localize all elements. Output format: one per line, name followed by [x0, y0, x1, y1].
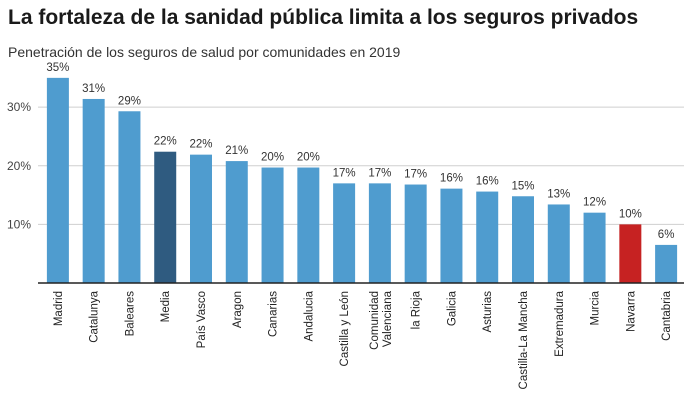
category-label: Canarias	[268, 291, 280, 337]
category-label: la Rioja	[411, 290, 423, 329]
bar	[583, 212, 606, 283]
value-label: 12%	[583, 197, 606, 209]
category-label: Extremadura	[554, 290, 566, 356]
category-label: Asturias	[482, 291, 494, 333]
value-label: 31%	[82, 83, 105, 95]
value-label: 13%	[547, 188, 570, 200]
category-label: Aragon	[232, 291, 244, 328]
value-label: 10%	[619, 208, 642, 220]
bar	[547, 204, 570, 283]
y-tick-label: 10%	[7, 217, 31, 231]
category-label-line: Canarias	[268, 291, 280, 337]
category-label-line: Valenciana	[382, 290, 394, 347]
value-label: 15%	[511, 180, 534, 192]
y-tick-label: 30%	[7, 100, 31, 114]
category-label: Media	[160, 290, 172, 322]
category-label-line: la Rioja	[411, 290, 423, 329]
value-label: 17%	[368, 167, 391, 179]
category-label-line: Catalunya	[89, 290, 101, 342]
bar	[154, 151, 177, 283]
bar	[368, 183, 391, 283]
category-label-line: Comunidad	[369, 291, 381, 350]
category-label-line: Asturias	[482, 291, 494, 333]
value-label: 16%	[476, 176, 499, 188]
category-label: Baleares	[124, 291, 136, 337]
value-label: 29%	[118, 95, 141, 107]
category-label: Catalunya	[89, 290, 101, 342]
category-label: Castilla-La Mancha	[518, 290, 530, 389]
category-label-line: Extremadura	[554, 290, 566, 356]
category-label: Navarra	[625, 290, 637, 332]
value-label: 20%	[261, 152, 284, 164]
category-label-line: Castilla y León	[339, 291, 351, 366]
bar	[46, 77, 69, 283]
category-label-line: Baleares	[124, 291, 136, 337]
category-label-line: Aragon	[232, 291, 244, 328]
bar	[440, 188, 463, 283]
y-tick-label: 20%	[7, 159, 31, 173]
bar	[225, 161, 248, 283]
category-label-line: País Vasco	[196, 291, 208, 348]
category-label: País Vasco	[196, 291, 208, 348]
category-label-line: Galicia	[446, 290, 458, 326]
bar	[655, 244, 678, 283]
chart-subtitle: Penetración de los seguros de salud por …	[8, 44, 401, 60]
category-label: ComunidadValenciana	[369, 290, 394, 349]
value-label: 6%	[658, 229, 675, 241]
category-label-line: Cantabria	[661, 290, 673, 340]
category-label-line: Andalucia	[303, 290, 315, 341]
chart-title: La fortaleza de la sanidad pública limit…	[8, 6, 639, 29]
bar	[190, 154, 212, 283]
bar	[512, 196, 534, 283]
bar	[333, 183, 356, 283]
value-label: 20%	[297, 152, 320, 164]
value-label: 22%	[189, 139, 212, 151]
bar	[619, 224, 642, 283]
value-label: 21%	[225, 145, 248, 157]
category-label: Madrid	[53, 291, 65, 326]
bar	[82, 98, 105, 283]
category-label-line: Madrid	[53, 291, 65, 326]
bar	[297, 167, 320, 283]
value-label: 17%	[333, 167, 356, 179]
bar	[476, 191, 499, 283]
category-label-line: Media	[160, 290, 172, 322]
bar	[118, 111, 141, 284]
bar	[261, 167, 284, 283]
category-label-line: Murcia	[590, 290, 602, 325]
value-label: 16%	[440, 173, 463, 185]
value-label: 17%	[404, 169, 427, 181]
value-label: 35%	[46, 62, 69, 74]
value-label: 22%	[154, 136, 177, 148]
category-label-line: Navarra	[625, 290, 637, 332]
category-label: Castilla y León	[339, 291, 351, 366]
category-label-line: Castilla-La Mancha	[518, 290, 530, 389]
category-label: Murcia	[590, 290, 602, 325]
category-label: Cantabria	[661, 290, 673, 340]
category-label: Andalucia	[303, 290, 315, 341]
category-label: Galicia	[446, 290, 458, 326]
bar	[404, 184, 427, 283]
